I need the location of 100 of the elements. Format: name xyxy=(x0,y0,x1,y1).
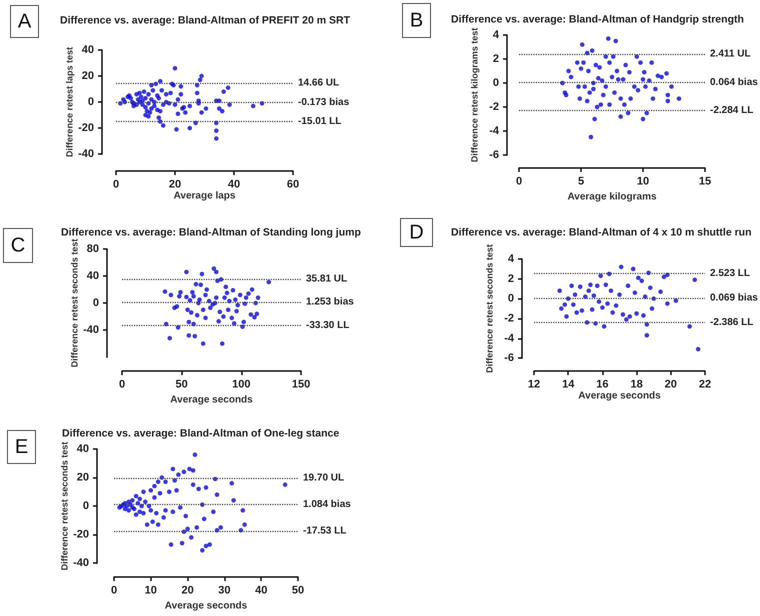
y-axis-title: Difference retest seconds test xyxy=(70,238,80,368)
point xyxy=(600,305,605,310)
chart-title: Difference vs. average: Bland-Altman of PREFIT 20 m SRT xyxy=(60,14,351,26)
point xyxy=(692,278,697,282)
point xyxy=(665,301,670,306)
point xyxy=(636,276,641,280)
y-tick-label: 20 xyxy=(76,472,89,484)
x-tick-label: 5 xyxy=(578,176,584,188)
point xyxy=(569,284,574,288)
x-tick-label: 10 xyxy=(144,584,157,597)
point xyxy=(658,289,663,294)
ref-line-label: -17.53 LL xyxy=(303,526,346,537)
x-tick-label: 20 xyxy=(168,178,182,191)
point xyxy=(696,346,700,352)
y-tick-label: -4 xyxy=(489,125,500,137)
point xyxy=(618,264,624,270)
point xyxy=(578,284,582,289)
x-tick-label: 50 xyxy=(176,378,188,391)
y-tick-label: 0 xyxy=(92,297,99,310)
y-tick-label: 80 xyxy=(86,243,99,255)
x-axis-title: Average laps xyxy=(174,190,236,202)
point xyxy=(674,298,678,303)
point xyxy=(639,278,644,284)
x-tick-label: 40 xyxy=(255,584,268,597)
point xyxy=(598,274,603,278)
point xyxy=(583,294,588,299)
text: B xyxy=(410,10,424,32)
y-tick-label: -2 xyxy=(504,312,514,324)
point xyxy=(642,294,648,299)
point xyxy=(562,302,568,307)
text: E xyxy=(14,436,28,458)
ref-line-label: 14.66 UL xyxy=(298,77,340,88)
text: D xyxy=(409,222,424,244)
point xyxy=(557,288,562,293)
x-axis-title: Average seconds xyxy=(164,600,248,612)
point xyxy=(641,313,646,318)
x-axis-title: Average kilograms xyxy=(567,191,657,202)
x-axis-title: Average seconds xyxy=(170,394,254,406)
point xyxy=(632,290,638,295)
y-tick-label: -20 xyxy=(78,122,94,134)
point xyxy=(564,314,569,319)
point xyxy=(662,274,666,280)
point xyxy=(626,284,630,288)
x-tick-label: 15 xyxy=(698,176,712,188)
y-tick-label: -6 xyxy=(489,149,499,161)
ref-line-label: 19.70 UL xyxy=(303,472,344,484)
point xyxy=(644,322,650,327)
x-tick-label: 14 xyxy=(562,378,576,391)
y-axis-title: Difference retest seconds test xyxy=(60,442,70,570)
x-tick-label: 100 xyxy=(232,378,251,391)
point xyxy=(620,312,626,317)
y-axis-title: Difference retest laps test xyxy=(64,47,74,158)
point xyxy=(634,311,639,316)
point xyxy=(628,314,632,319)
y-tick-label: 4 xyxy=(508,253,515,265)
y-tick-label: 0 xyxy=(492,77,499,89)
y-tick-label: 0 xyxy=(88,96,94,108)
point xyxy=(574,310,579,315)
ref-line-label: 0.069 bias xyxy=(710,292,758,304)
chart-title: Difference vs. average: Bland-Altman of Standing long jump xyxy=(61,226,361,238)
ref-line-label: 1.253 bias xyxy=(306,296,354,308)
x-tick-label: 22 xyxy=(698,378,712,391)
point xyxy=(624,317,629,322)
x-tick-label: 30 xyxy=(218,584,231,597)
ref-line-label: -2.386 LL xyxy=(710,316,754,328)
x-tick-label: 0 xyxy=(516,176,522,188)
point xyxy=(586,288,591,293)
ref-line-label: 35.81 UL xyxy=(306,273,348,284)
y-tick-label: 40 xyxy=(86,270,99,282)
point xyxy=(571,302,576,307)
y-tick-label: 40 xyxy=(76,443,89,455)
x-tick-label: 60 xyxy=(286,178,300,191)
point xyxy=(596,299,602,304)
point xyxy=(606,272,612,276)
x-tick-label: 0 xyxy=(118,378,126,391)
point xyxy=(648,285,653,290)
ref-line-label: -2.284 LL xyxy=(710,104,754,116)
ref-line-label: 1.084 bias xyxy=(303,499,352,510)
y-tick-label: 2 xyxy=(508,272,514,285)
x-tick-label: 50 xyxy=(292,584,304,597)
point xyxy=(592,293,596,298)
point xyxy=(588,282,593,288)
point xyxy=(614,303,618,308)
x-tick-label: 40 xyxy=(228,178,240,191)
point xyxy=(602,324,606,329)
ref-line-label: -15.01 LL xyxy=(298,116,342,128)
point xyxy=(644,333,650,338)
ref-line-label: -33.30 LL xyxy=(306,320,350,332)
y-tick-label: -40 xyxy=(78,148,94,160)
point xyxy=(595,284,600,288)
ref-line-label: 2.411 UL xyxy=(710,48,751,60)
y-tick-label: -20 xyxy=(73,528,89,541)
x-tick-label: 20 xyxy=(181,584,194,597)
y-tick-label: -4 xyxy=(504,332,515,344)
y-tick-label: -2 xyxy=(489,101,499,113)
point xyxy=(610,310,615,315)
x-tick-label: 0 xyxy=(110,584,118,597)
y-axis-title: Difference retest seconds test xyxy=(484,244,494,373)
x-tick-label: 150 xyxy=(292,378,310,391)
y-tick-label: -40 xyxy=(73,557,89,570)
